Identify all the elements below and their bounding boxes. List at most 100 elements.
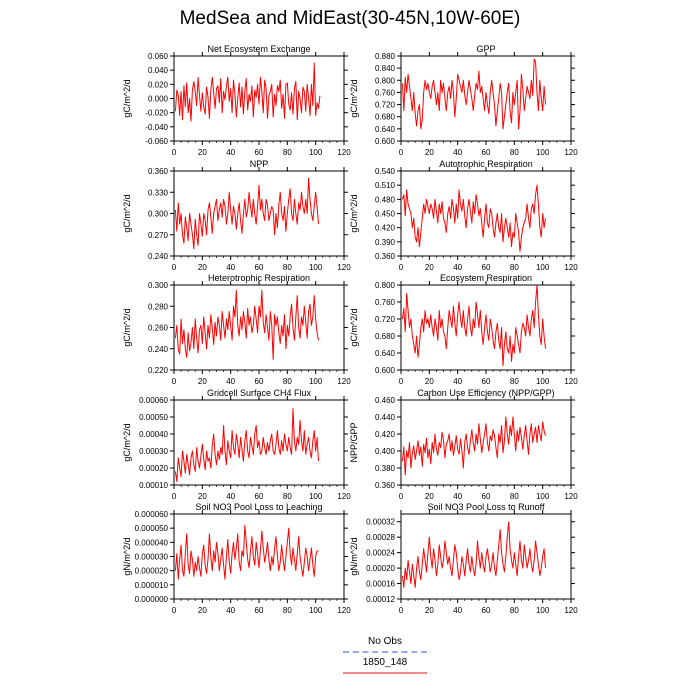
y-tick-label: 0.00020 xyxy=(366,564,395,573)
legend-label-obs: No Obs xyxy=(368,636,402,647)
x-tick-label: 100 xyxy=(536,606,550,615)
y-tick-label: 0.380 xyxy=(375,464,396,473)
x-tick-label: 20 xyxy=(198,377,207,386)
y-tick-label: 0.00040 xyxy=(139,430,168,439)
x-tick-label: 120 xyxy=(564,492,578,501)
x-tick-label: 80 xyxy=(510,377,519,386)
x-tick-label: 100 xyxy=(309,263,323,272)
y-tick-label: 0.00060 xyxy=(139,396,168,405)
y-tick-label: 0.00012 xyxy=(366,595,395,604)
x-tick-label: 60 xyxy=(255,263,264,272)
x-tick-label: 0 xyxy=(399,492,404,501)
x-tick-label: 40 xyxy=(226,377,235,386)
series-line-1 xyxy=(174,62,321,122)
chart-title: Carbon Use Efficiency (NPP/GPP) xyxy=(417,388,554,398)
y-tick-label: 0.000 xyxy=(148,95,169,104)
x-tick-label: 60 xyxy=(255,148,264,157)
y-tick-label: 0.300 xyxy=(148,210,169,219)
chart-panel-4: Autotrophic Respiration gC/m^2/d 0.360 0.39… xyxy=(349,159,578,272)
x-tick-label: 60 xyxy=(482,148,491,157)
plot-frame xyxy=(173,55,345,142)
chart-panel-1: Net Ecosystem Exchange gC/m^2/d -0.060 -0.0… xyxy=(122,44,351,157)
x-tick-label: 20 xyxy=(198,606,207,615)
chart-title: Autotrophic Respiration xyxy=(439,159,533,169)
x-tick-label: 120 xyxy=(337,377,351,386)
y-tick-label: 0.460 xyxy=(375,396,396,405)
y-tick-label: 0.040 xyxy=(148,66,169,75)
y-tick-label: 0.760 xyxy=(375,298,396,307)
x-tick-label: 40 xyxy=(453,148,462,157)
x-tick-label: 120 xyxy=(337,148,351,157)
y-tick-label: 0.00016 xyxy=(366,580,395,589)
x-tick-label: 0 xyxy=(399,263,404,272)
y-axis-label: gC/m^2/d xyxy=(122,423,132,461)
y-tick-label: 0.000010 xyxy=(135,581,169,590)
x-tick-label: 60 xyxy=(482,377,491,386)
plot-frame xyxy=(173,284,345,371)
y-tick-label: 0.000000 xyxy=(135,595,169,604)
chart-title: Gridcell Surface CH4 Flux xyxy=(207,388,312,398)
y-tick-label: 0.680 xyxy=(375,113,396,122)
y-tick-label: 0.450 xyxy=(375,210,396,219)
series-line-1 xyxy=(174,289,319,360)
y-tick-label: 0.760 xyxy=(375,88,396,97)
x-tick-label: 20 xyxy=(425,148,434,157)
x-tick-label: 40 xyxy=(453,263,462,272)
page-title: MedSea and MidEast(30-45N,10W-60E) xyxy=(179,8,521,29)
x-tick-label: 80 xyxy=(510,263,519,272)
x-tick-label: 120 xyxy=(337,492,351,501)
y-tick-label: -0.060 xyxy=(145,137,168,146)
x-tick-label: 80 xyxy=(510,606,519,615)
x-tick-label: 60 xyxy=(255,606,264,615)
x-tick-label: 20 xyxy=(425,377,434,386)
y-tick-label: 0.00030 xyxy=(139,447,168,456)
x-tick-label: 20 xyxy=(198,148,207,157)
x-tick-label: 100 xyxy=(309,377,323,386)
x-tick-label: 0 xyxy=(172,377,177,386)
y-tick-label: 0.020 xyxy=(148,80,169,89)
series-line-1 xyxy=(401,521,546,588)
y-tick-label: 0.00010 xyxy=(139,481,168,490)
x-tick-label: 0 xyxy=(172,492,177,501)
y-tick-label: 0.000060 xyxy=(135,510,169,519)
y-tick-label: 0.440 xyxy=(375,413,396,422)
y-axis-label: gC/m^2/d xyxy=(122,308,132,346)
x-tick-label: 100 xyxy=(536,377,550,386)
x-tick-label: 0 xyxy=(172,148,177,157)
y-tick-label: 0.800 xyxy=(375,281,396,290)
legend-line-obs xyxy=(343,651,427,653)
plot-frame xyxy=(400,170,572,257)
series-line-1 xyxy=(174,408,319,483)
y-tick-label: 0.840 xyxy=(375,64,396,73)
series-line-1 xyxy=(174,524,319,580)
chart-title: GPP xyxy=(476,44,495,54)
y-tick-label: 0.420 xyxy=(375,430,396,439)
y-tick-label: 0.000050 xyxy=(135,524,169,533)
y-tick-label: 0.240 xyxy=(148,345,169,354)
x-tick-label: 20 xyxy=(425,263,434,272)
y-tick-label: 0.280 xyxy=(148,302,169,311)
y-tick-label: 0.00020 xyxy=(139,464,168,473)
x-tick-label: 0 xyxy=(399,148,404,157)
y-tick-label: 0.400 xyxy=(375,447,396,456)
plot-frame xyxy=(400,284,572,371)
chart-panel-5: Heterotrophic Respiration gC/m^2/d 0.220 0.… xyxy=(122,273,351,386)
y-tick-label: 0.270 xyxy=(148,231,169,240)
x-tick-label: 120 xyxy=(337,263,351,272)
y-tick-label: 0.720 xyxy=(375,101,396,110)
plot-frame xyxy=(400,55,572,142)
x-tick-label: 80 xyxy=(283,148,292,157)
chart-title: Soil NO3 Pool Loss to Runoff xyxy=(428,502,545,512)
x-tick-label: 100 xyxy=(536,263,550,272)
y-tick-label: 0.600 xyxy=(375,137,396,146)
series-line-1 xyxy=(174,177,319,250)
x-tick-label: 80 xyxy=(283,606,292,615)
y-axis-label: gC/m^2/d xyxy=(122,194,132,232)
x-tick-label: 40 xyxy=(226,263,235,272)
y-tick-label: 0.640 xyxy=(375,349,396,358)
chart-title: NPP xyxy=(250,159,269,169)
x-tick-label: 80 xyxy=(510,492,519,501)
y-tick-label: 0.480 xyxy=(375,195,396,204)
y-tick-label: 0.220 xyxy=(148,366,169,375)
